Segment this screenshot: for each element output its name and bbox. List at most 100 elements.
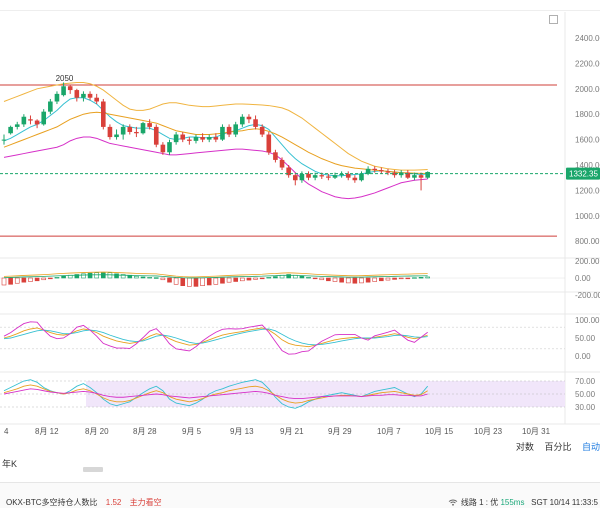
candle (266, 134, 272, 153)
macd-bar (48, 277, 53, 280)
kdj-line-d (3, 328, 428, 346)
macd-bar (200, 277, 205, 286)
price-tick-label: 2400.00 (575, 34, 600, 43)
candle (379, 170, 384, 172)
current-price-label: 1332.35 (569, 170, 598, 179)
candle (81, 93, 86, 98)
candle (392, 172, 397, 176)
date-tick-label: 9月 29 (328, 427, 352, 436)
price-tick-label: 1200.00 (575, 186, 600, 195)
macd-bar (365, 277, 371, 283)
macd-bar (273, 276, 278, 279)
expand-icon[interactable] (549, 15, 558, 24)
candle (372, 168, 378, 171)
date-tick-label: 10月 15 (425, 427, 454, 436)
candle (147, 123, 152, 127)
macd-bar (379, 277, 384, 282)
candle (167, 142, 172, 153)
candle (418, 175, 424, 178)
candle (153, 126, 159, 145)
period-selector[interactable]: 年K (2, 459, 18, 469)
macd-bar (359, 277, 364, 284)
macd-bar (339, 277, 344, 283)
candle (114, 134, 119, 138)
log-scale-button[interactable]: 对数 (515, 442, 534, 452)
candle (94, 97, 99, 102)
ls-signal: 主力看空 (129, 498, 162, 507)
price-tick-label: 1600.00 (575, 136, 600, 145)
macd-bar (259, 277, 265, 280)
kdj-tick-label: 0.00 (575, 352, 591, 361)
candle (220, 126, 225, 140)
macd-bar (94, 272, 99, 279)
date-tick-label: 4 (4, 427, 9, 436)
date-tick-label: 10月 7 (377, 427, 401, 436)
auto-scale-button[interactable]: 自动 (581, 442, 600, 452)
candle (200, 137, 205, 140)
macd-bar (21, 277, 27, 283)
date-tick-label: 9月 5 (182, 427, 202, 436)
current-price-badge (566, 167, 600, 180)
kdj-line-j (3, 321, 428, 355)
candle (54, 93, 60, 102)
macd-bar (398, 277, 404, 280)
macd-tick-label: 0.00 (575, 274, 591, 283)
date-tick-label: 8月 20 (85, 427, 109, 436)
macd-bar (107, 272, 113, 279)
macd-bar (266, 276, 272, 279)
price-tick-label: 2200.00 (575, 59, 600, 68)
macd-tick-label: 200.00 (575, 257, 600, 266)
rsi-tick-label: 50.00 (575, 390, 596, 399)
candle (385, 171, 391, 173)
macd-bar (226, 277, 232, 283)
candle (127, 126, 133, 132)
macd-bar (332, 277, 338, 282)
percent-scale-button[interactable]: 百分比 (544, 442, 572, 452)
candle (299, 173, 305, 181)
macd-bar (412, 277, 417, 279)
macd-bar (81, 273, 86, 279)
macd-bar (34, 277, 40, 282)
candle (120, 126, 126, 135)
macd-bar (240, 277, 245, 282)
macd-bar (345, 277, 351, 284)
candle (41, 111, 47, 125)
candle (14, 124, 20, 127)
candle (48, 101, 53, 112)
date-tick-label: 10月 23 (474, 427, 503, 436)
candle (273, 152, 278, 160)
candle (365, 168, 371, 174)
candle (279, 159, 285, 168)
macd-dea-line (3, 274, 428, 279)
candle (134, 131, 139, 134)
candle (425, 171, 430, 178)
candle (412, 175, 417, 178)
price-tick-label: 2000.00 (575, 85, 600, 94)
macd-bar (187, 277, 192, 287)
macd-bar (372, 277, 378, 282)
macd-bar (153, 277, 159, 279)
status-bar: OKX-BTC多空持仓人数比 1.52 主力看空 线路 1 : 优 155ms … (0, 482, 600, 508)
macd-bar (147, 276, 152, 279)
macd-bar (352, 277, 358, 284)
chart-canvas[interactable]: 2400.00 2200.00 2000.00 1800.00 1600.00 1400.… (0, 0, 600, 445)
ls-ratio-label: OKX-BTC多空持仓人数比 (6, 498, 98, 507)
candle (226, 126, 232, 135)
candle (233, 124, 238, 135)
macd-bar (140, 276, 146, 279)
macd-bar (134, 275, 139, 279)
macd-bar (425, 276, 430, 279)
latency-value: 155ms (500, 498, 525, 507)
macd-bar (28, 277, 33, 282)
macd-bar (246, 277, 252, 281)
macd-bar (160, 277, 166, 281)
macd-bar (299, 275, 305, 279)
macd-bar (120, 274, 126, 279)
candle (292, 175, 298, 181)
macd-bar (193, 277, 199, 287)
scale-controls: 对数 百分比 自动 (508, 440, 600, 453)
panel-drag-handle[interactable] (83, 467, 103, 472)
macd-bar (326, 277, 331, 282)
macd-bar (54, 276, 60, 279)
candle (107, 126, 113, 138)
